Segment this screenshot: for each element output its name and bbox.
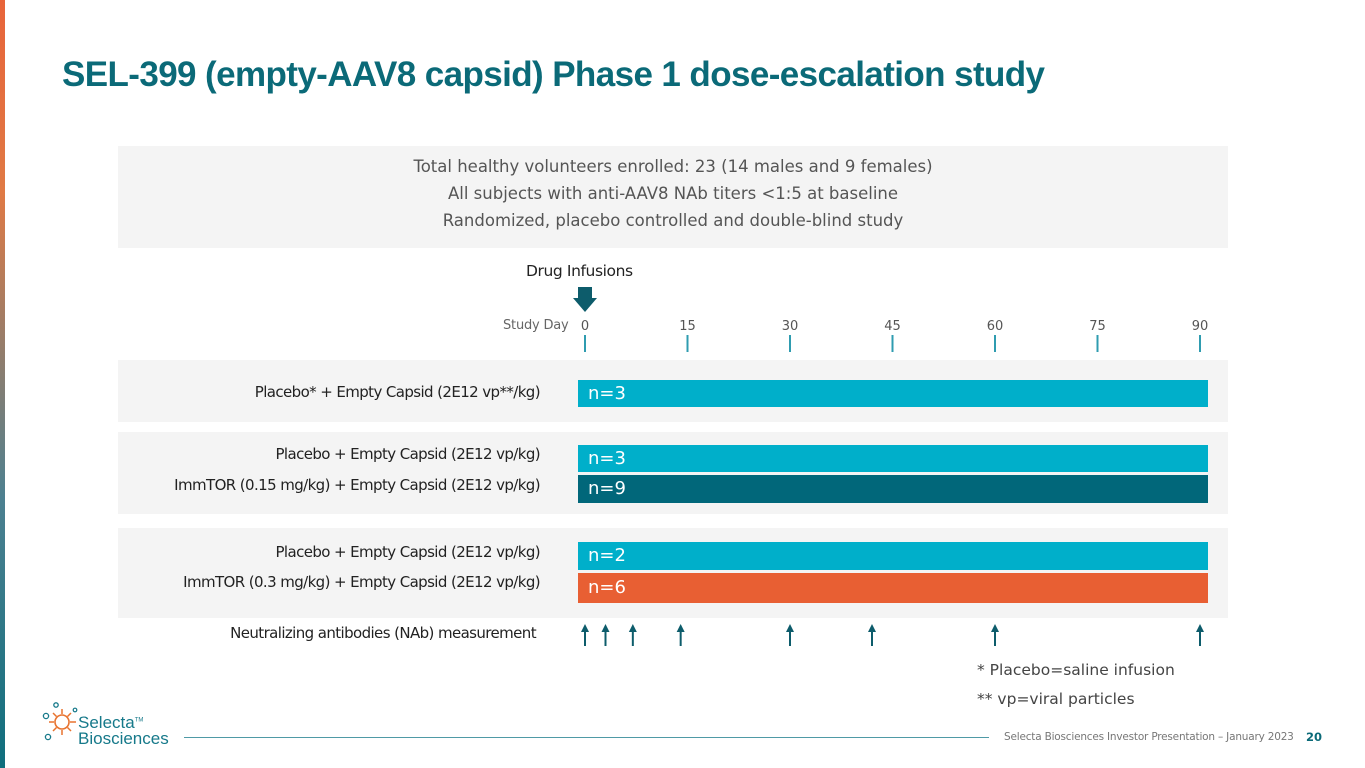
axis-tick-label-day-60: 60 bbox=[987, 319, 1004, 334]
cohort2-immtor-n: n=9 bbox=[588, 478, 626, 499]
cohort2-immtor-bar: n=9 bbox=[578, 475, 1208, 503]
cohort1-placebo-label: Placebo* + Empty Capsid (2E12 vp**/kg) bbox=[254, 383, 541, 401]
cohort3-placebo-label: Placebo + Empty Capsid (2E12 vp/kg) bbox=[275, 543, 540, 561]
cohort3-immtor-n: n=6 bbox=[588, 577, 626, 598]
drug-infusion-arrow-icon bbox=[573, 287, 597, 312]
nab-arrow-icon-day-14 bbox=[676, 624, 685, 646]
axis-tick-label-day-90: 90 bbox=[1192, 319, 1209, 334]
accent-stripe bbox=[0, 0, 5, 768]
logo-trademark: TM bbox=[134, 717, 144, 724]
cohort2-placebo-n: n=3 bbox=[588, 447, 626, 469]
selecta-logo: SelectaTM Biosciences bbox=[40, 700, 180, 748]
nab-arrow-icon-day-3 bbox=[601, 624, 610, 646]
logo-wordmark-line1: SelectaTM bbox=[78, 713, 144, 732]
nab-arrow-icon-day-0 bbox=[581, 624, 589, 646]
axis-tick-label-day-45: 45 bbox=[884, 319, 901, 334]
nab-arrow-icon-day-30 bbox=[786, 624, 794, 646]
footnote-placebo: * Placebo=saline infusion bbox=[977, 661, 1175, 679]
cohort3-immtor-label: ImmTOR (0.3 mg/kg) + Empty Capsid (2E12 … bbox=[183, 573, 540, 591]
nab-arrow-icon-day-42 bbox=[868, 624, 876, 646]
nab-arrow-icon-day-90 bbox=[1196, 624, 1204, 646]
drug-infusions-label: Drug Infusions bbox=[526, 262, 633, 280]
footer-divider bbox=[184, 737, 989, 738]
study-day-label: Study Day bbox=[503, 318, 569, 333]
axis-tick-label-day-30: 30 bbox=[782, 319, 799, 334]
axis-tick-label-day-0: 0 bbox=[581, 319, 589, 334]
cohort2-placebo-bar: n=3 bbox=[578, 445, 1208, 472]
cohort1-placebo-n: n=3 bbox=[588, 382, 626, 404]
study-summary-box: Total healthy volunteers enrolled: 23 (1… bbox=[118, 146, 1228, 248]
footnote-vp: ** vp=viral particles bbox=[977, 690, 1135, 708]
logo-wordmark-line2: Biosciences bbox=[78, 729, 169, 748]
cohort3-placebo-n: n=2 bbox=[588, 545, 626, 566]
summary-baseline: All subjects with anti-AAV8 NAb titers <… bbox=[447, 184, 899, 203]
summary-design: Randomized, placebo controlled and doubl… bbox=[442, 211, 904, 230]
cohort2-immtor-label: ImmTOR (0.15 mg/kg) + Empty Capsid (2E12… bbox=[174, 476, 540, 494]
cohort2-placebo-label: Placebo + Empty Capsid (2E12 vp/kg) bbox=[275, 445, 540, 463]
footer-text: Selecta Biosciences Investor Presentatio… bbox=[1004, 731, 1294, 743]
page-number: 20 bbox=[1306, 730, 1323, 744]
logo-mark-icon bbox=[42, 702, 78, 741]
nab-arrow-icon-day-60 bbox=[991, 624, 999, 646]
cohort3-immtor-bar: n=6 bbox=[578, 573, 1208, 603]
nab-measurement-label: Neutralizing antibodies (NAb) measuremen… bbox=[230, 624, 536, 642]
page-title: SEL-399 (empty-AAV8 capsid) Phase 1 dose… bbox=[62, 55, 1045, 94]
cohort3-placebo-bar: n=2 bbox=[578, 542, 1208, 570]
cohort1-placebo-bar: n=3 bbox=[578, 380, 1208, 407]
axis-tick-label-day-75: 75 bbox=[1089, 319, 1106, 334]
summary-enrollment: Total healthy volunteers enrolled: 23 (1… bbox=[413, 157, 933, 176]
axis-tick-label-day-15: 15 bbox=[679, 319, 696, 334]
nab-arrow-icon-day-7 bbox=[628, 624, 637, 646]
